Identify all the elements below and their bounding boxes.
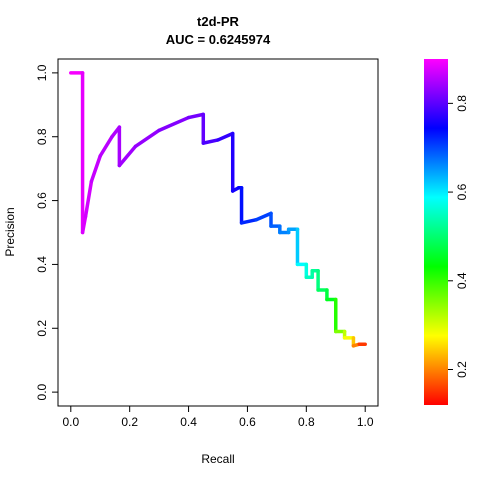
curve-segment xyxy=(201,138,220,145)
x-tick-label: 0.2 xyxy=(121,415,138,429)
curve-segment xyxy=(186,112,206,120)
colorbar-tick-label: 0.6 xyxy=(455,183,469,200)
chart-subtitle: AUC = 0.6245974 xyxy=(166,32,271,47)
curve-segment xyxy=(89,154,102,184)
curve-segment xyxy=(133,128,161,149)
curve-segment xyxy=(157,115,191,133)
curve-segment xyxy=(239,217,259,225)
y-tick-label: 0.8 xyxy=(35,128,49,145)
y-tick-label: 0.4 xyxy=(35,256,49,273)
chart-title: t2d-PR xyxy=(197,14,240,29)
colorbar-tick-label: 0.4 xyxy=(455,272,469,289)
curve-segment xyxy=(254,211,273,222)
colorbar-tick-label: 0.2 xyxy=(455,361,469,378)
y-tick-label: 0.0 xyxy=(35,383,49,400)
curve-segment xyxy=(83,179,94,219)
curve-segment xyxy=(117,144,138,168)
y-tick-label: 0.6 xyxy=(35,192,49,209)
colorbar-gradient xyxy=(424,59,448,405)
plot-frame xyxy=(57,58,379,407)
x-tick-label: 0.0 xyxy=(62,415,79,429)
colorbar-tick-label: 0.8 xyxy=(455,95,469,112)
x-tick-label: 0.6 xyxy=(239,415,256,429)
colorbar-axis: 0.2 0.4 0.6 0.8 xyxy=(448,95,469,378)
y-axis-label: Precision xyxy=(3,207,17,256)
curve-segment xyxy=(98,134,114,158)
y-tick-label: 1.0 xyxy=(35,64,49,81)
curve-segment xyxy=(216,131,235,142)
x-axis: 0.0 0.2 0.4 0.6 0.8 1.0 xyxy=(62,406,374,429)
y-axis: 0.0 0.2 0.4 0.6 0.8 1.0 xyxy=(35,64,58,400)
x-tick-label: 0.4 xyxy=(180,415,197,429)
curve-segment xyxy=(80,214,88,235)
y-tick-label: 0.2 xyxy=(35,320,49,337)
x-tick-label: 0.8 xyxy=(298,415,315,429)
x-tick-label: 1.0 xyxy=(357,415,374,429)
colorbar: 0.2 0.4 0.6 0.8 xyxy=(424,59,469,405)
x-axis-label: Recall xyxy=(201,452,234,466)
pr-curve xyxy=(69,71,367,348)
